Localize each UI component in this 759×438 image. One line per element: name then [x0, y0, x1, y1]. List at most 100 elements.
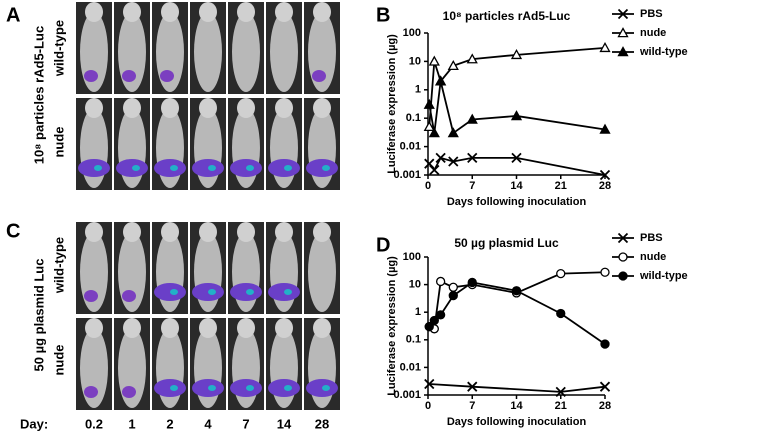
day: 7 — [242, 416, 249, 431]
point — [447, 59, 459, 71]
x-tick-label: 14 — [510, 400, 523, 412]
signal-core — [322, 385, 330, 391]
point — [556, 308, 566, 319]
point — [510, 49, 523, 60]
day: 2 — [166, 416, 173, 431]
mouse-head — [237, 222, 255, 242]
mouse-head — [313, 318, 331, 338]
point — [599, 42, 611, 53]
point — [424, 378, 435, 390]
legend-label: PBS — [640, 8, 663, 20]
side-label: 50 µg plasmid Luc — [31, 259, 46, 372]
legend-marker — [617, 8, 629, 20]
signal — [84, 290, 98, 302]
legend-label: PBS — [640, 232, 663, 244]
point — [466, 113, 478, 124]
point — [467, 277, 477, 288]
point — [555, 386, 566, 397]
point — [448, 290, 458, 301]
mouse-head — [161, 2, 179, 22]
point — [428, 55, 440, 66]
y-tick-label: 0.1 — [406, 112, 421, 124]
signal-core — [284, 385, 292, 391]
mouse-head — [123, 318, 141, 338]
signal-core — [208, 289, 216, 295]
mouse-head — [275, 98, 293, 118]
legend-label: nude — [640, 251, 666, 263]
mouse-head — [85, 222, 103, 242]
chart-title: 50 µg plasmid Luc — [454, 236, 559, 250]
point — [447, 127, 459, 138]
mouse-head — [123, 222, 141, 242]
legend-label: wild-type — [639, 46, 688, 58]
point — [423, 120, 435, 131]
point — [435, 152, 446, 164]
signal — [312, 70, 326, 82]
point — [448, 156, 459, 167]
mouse-head — [199, 98, 217, 118]
signal-core — [284, 165, 292, 171]
point — [448, 282, 458, 292]
point — [424, 321, 434, 332]
signal-core — [170, 165, 178, 171]
x-tick-label: 0 — [425, 180, 431, 192]
legend-label: nude — [640, 27, 666, 39]
signal-core — [246, 289, 254, 295]
y-tick-label: 0.01 — [400, 141, 421, 153]
point — [429, 164, 440, 176]
point — [511, 152, 522, 164]
signal-core — [284, 289, 292, 295]
y-tick-label: 10 — [409, 55, 421, 67]
y-tick-label: 0.001 — [393, 389, 421, 401]
x-tick-label: 28 — [599, 180, 611, 192]
point — [423, 98, 435, 109]
point — [429, 315, 439, 326]
mouse-head — [237, 98, 255, 118]
side-label: 10⁸ particles rAd5-Luc — [31, 26, 46, 164]
point — [435, 276, 446, 287]
day: 4 — [204, 416, 212, 431]
day-label: Day: — [20, 416, 48, 431]
mouse-body — [270, 12, 298, 92]
y-tick-label: 0.1 — [406, 334, 421, 346]
mouse-head — [161, 98, 179, 118]
point — [599, 381, 611, 392]
mouse-head — [313, 222, 331, 242]
point — [599, 169, 611, 181]
panel-label: B — [376, 4, 390, 26]
panel-label: A — [6, 4, 20, 26]
point — [466, 53, 478, 64]
series-line — [428, 156, 606, 176]
mouse-head — [85, 98, 103, 118]
point — [467, 381, 478, 392]
signal — [84, 70, 98, 82]
x-tick-label: 0 — [425, 400, 431, 412]
mouse-head — [237, 318, 255, 338]
row-label: wild-type — [51, 20, 66, 77]
point — [511, 286, 522, 296]
y-tick-label: 100 — [403, 251, 421, 263]
mouse-head — [199, 2, 217, 22]
y-tick-label: 1 — [415, 306, 421, 318]
point — [510, 110, 523, 121]
signal-core — [132, 165, 140, 171]
signal — [122, 290, 136, 302]
mouse-body — [194, 12, 222, 92]
signal — [84, 386, 98, 398]
mouse-head — [275, 222, 293, 242]
x-axis-label: Days following inoculation — [447, 416, 587, 428]
legend-marker — [618, 252, 628, 262]
x-tick-label: 7 — [469, 400, 475, 412]
signal — [160, 70, 174, 82]
y-axis-label: Luciferase expression (µg) — [386, 256, 398, 396]
mouse-head — [199, 222, 217, 242]
y-tick-label: 100 — [403, 27, 421, 39]
point — [467, 152, 478, 164]
legend-marker — [617, 27, 629, 38]
signal-core — [170, 289, 178, 295]
signal-core — [322, 165, 330, 171]
mouse-head — [123, 2, 141, 22]
point — [600, 339, 610, 349]
series-line — [429, 383, 606, 393]
legend-marker — [617, 232, 629, 244]
